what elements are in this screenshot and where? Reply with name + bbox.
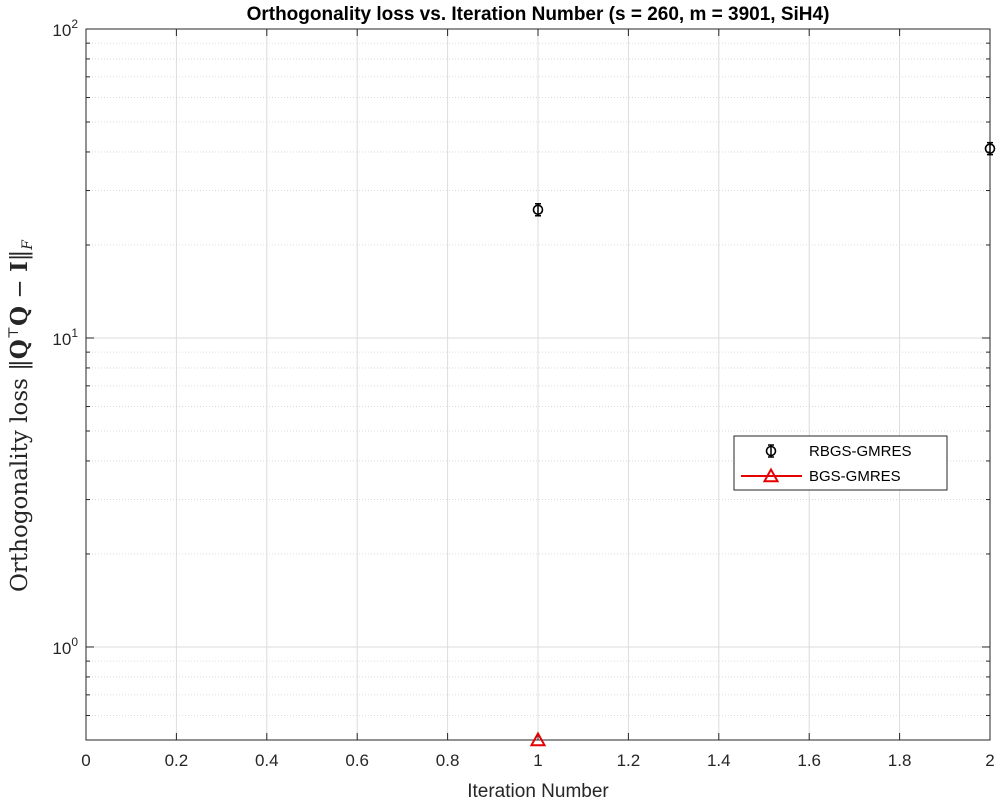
y-axis-label-prefix: Orthogonality loss xyxy=(7,371,33,592)
y-axis-label-minus: − xyxy=(7,272,33,306)
x-tick-label: 0 xyxy=(81,751,90,770)
x-tick-label: 0.2 xyxy=(165,751,189,770)
x-tick-label: 2 xyxy=(985,751,994,770)
y-axis-label-identity: I xyxy=(6,261,33,272)
x-tick-label: 1 xyxy=(533,751,542,770)
chart-title: Orthogonality loss vs. Iteration Number … xyxy=(247,4,830,25)
y-tick-label-exponent: 2 xyxy=(71,17,78,31)
y-tick-label-exponent: 1 xyxy=(71,326,78,340)
series-bgs-gmres xyxy=(529,731,547,747)
y-axis-label-transpose: ⊤ xyxy=(6,326,22,339)
y-axis-label-q1: Q xyxy=(6,339,33,359)
y-axis-label-q2: Q xyxy=(6,306,33,326)
legend-marker xyxy=(762,467,780,483)
y-tick-label: 102 xyxy=(52,17,78,40)
x-tick-label: 1.6 xyxy=(797,751,821,770)
y-tick-label: 101 xyxy=(52,326,78,349)
y-tick-label-exponent: 0 xyxy=(71,635,78,649)
y-tick-label-base: 10 xyxy=(52,21,71,40)
grid-lines xyxy=(85,28,991,741)
y-axis-label-norm-left: ‖ xyxy=(7,359,33,371)
legend-label: RBGS-GMRES xyxy=(809,443,912,460)
y-tick-label-base: 10 xyxy=(52,639,71,658)
x-axis-label: Iteration Number xyxy=(467,781,609,801)
data-point xyxy=(529,731,547,747)
data-point xyxy=(532,204,544,216)
y-axis-label-norm-right: ‖ xyxy=(7,250,33,262)
x-tick-label: 0.4 xyxy=(255,751,279,770)
y-tick-label: 100 xyxy=(52,635,78,658)
x-tick-label: 1.2 xyxy=(617,751,641,770)
x-tick-label: 0.8 xyxy=(436,751,460,770)
data-marks xyxy=(529,141,996,747)
y-axis-label: Orthogonality loss ‖Q⊤Q − I‖F xyxy=(6,239,36,592)
y-axis-label-subscript: F xyxy=(20,239,36,251)
legend-marker xyxy=(765,445,777,457)
y-tick-label-base: 10 xyxy=(52,330,71,349)
legend: RBGS-GMRES BGS-GMRES xyxy=(733,435,948,491)
series-rbgs-gmres xyxy=(532,141,996,217)
x-axis-ticks: 0 0.2 0.4 0.6 0.8 1 1.2 1.4 1.6 1.8 2 xyxy=(81,29,995,770)
data-point xyxy=(984,143,996,154)
x-tick-label: 1.4 xyxy=(707,751,731,770)
x-tick-label: 1.8 xyxy=(888,751,912,770)
x-tick-label: 0.6 xyxy=(345,751,369,770)
legend-label: BGS-GMRES xyxy=(809,468,901,485)
